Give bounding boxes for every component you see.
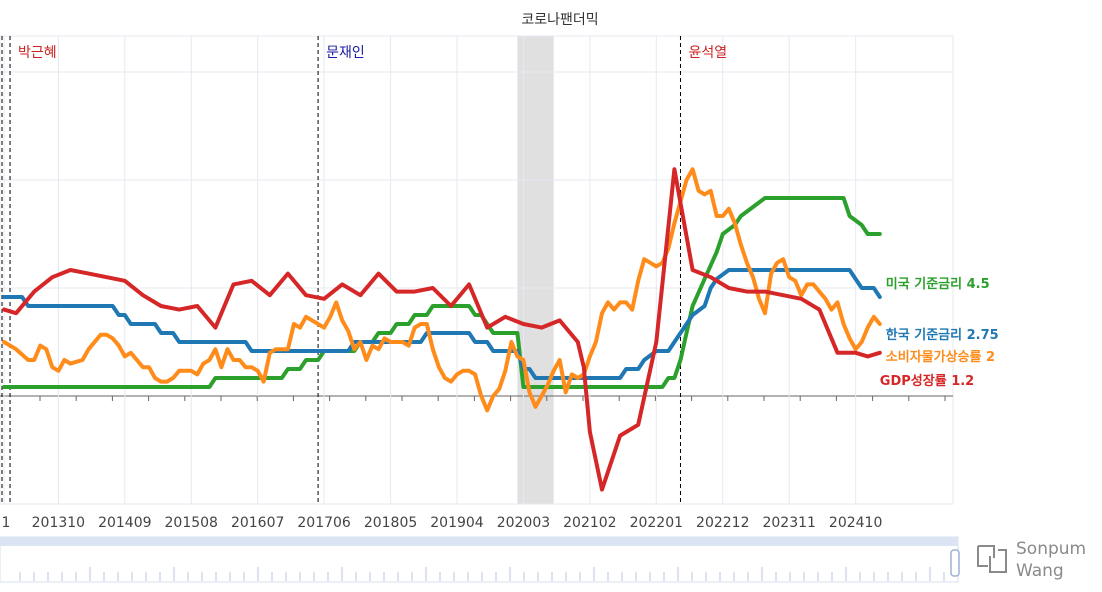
slider-minimap (19, 567, 945, 581)
shade-layer (517, 36, 554, 504)
x-tick-label: 201706 (297, 515, 351, 531)
x-tick-label: 202410 (829, 515, 882, 531)
president-layer: 박근혜 문재인 윤석열 (1, 36, 727, 504)
x-tick-label: 202003 (497, 515, 550, 531)
president-label-1: 문재인 (326, 45, 365, 61)
x-tick-label: 201409 (98, 515, 151, 531)
series-label-3: GDP성장률 1.2 (880, 373, 974, 389)
watermark: Sonpum Wang (977, 539, 1086, 581)
x-tick-label: 202102 (563, 515, 616, 531)
plot-border (0, 35, 954, 505)
x-tick-label: 201508 (165, 515, 218, 531)
x-tick-label: 1 (2, 515, 11, 531)
x-tick-label: 201607 (231, 515, 284, 531)
x-tick-label: 202201 (630, 515, 683, 531)
chart-title: 코로나팬더믹 (521, 12, 598, 28)
x-tick-label: 202212 (696, 515, 749, 531)
grid-layer (0, 35, 954, 505)
watermark-line2: Wang (1016, 561, 1064, 581)
slider-top-bar (0, 537, 958, 546)
series-label-1: 한국 기준금리 2.75 (886, 327, 999, 343)
x-tick-label: 202311 (762, 515, 815, 531)
watermark-line1: Sonpum (1016, 539, 1086, 559)
data-zoom-slider[interactable] (0, 536, 960, 583)
x-tick-label: 201904 (430, 515, 484, 531)
president-label-2: 윤석열 (688, 45, 727, 61)
series-line-2 (2, 167, 882, 413)
series-label-layer: 미국 기준금리 4.5 한국 기준금리 2.75 소비자물가상승률 2 GDP성장률 … (880, 276, 999, 389)
series-label-0: 미국 기준금리 4.5 (886, 276, 990, 292)
series-line-1 (2, 268, 882, 380)
shaded-period-0 (517, 36, 554, 504)
series-label-2: 소비자물가상승률 2 (886, 350, 995, 365)
president-label-0: 박근혜 (18, 45, 57, 61)
x-tick-label: 201310 (32, 515, 85, 531)
watermark-logo-icon (977, 545, 1007, 573)
series-line-3 (2, 167, 882, 492)
series-layer (2, 167, 882, 492)
slider-right-handle[interactable] (950, 549, 960, 577)
x-axis-ticks: 1 201310 201409 201508 201607 201706 201805 201… (2, 515, 883, 531)
x-tick-label: 201805 (364, 515, 417, 531)
